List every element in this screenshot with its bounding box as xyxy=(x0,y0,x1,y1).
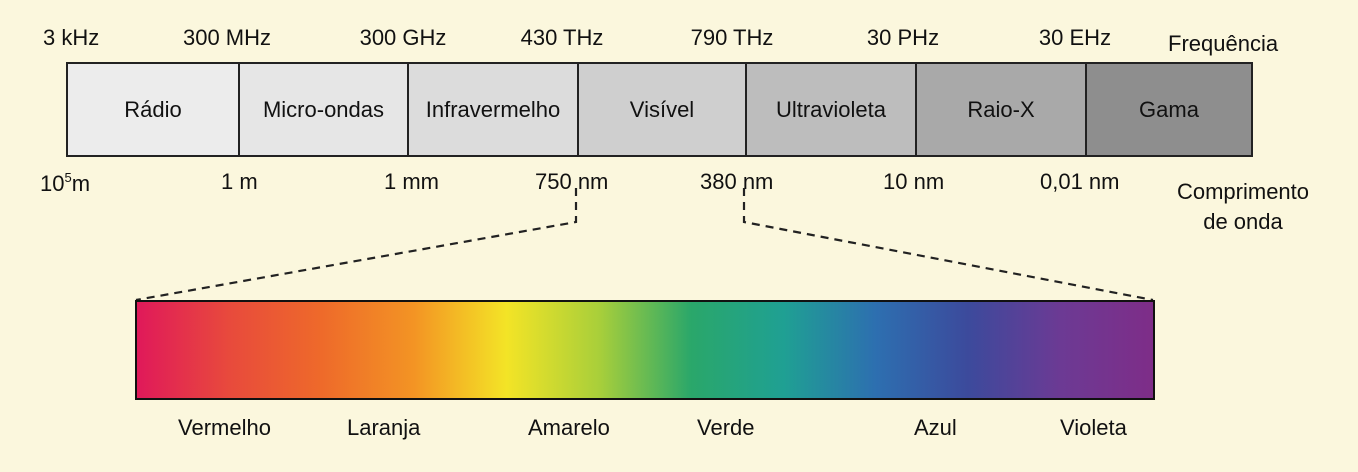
wavelength-label-001nm: 0,01 nm xyxy=(1040,169,1120,194)
wavelength-axis-title: Comprimento de onda xyxy=(1177,177,1309,237)
spectrum-label-red: Vermelho xyxy=(178,415,271,440)
band-label: Micro-ondas xyxy=(262,96,385,122)
spectrum-label-green: Verde xyxy=(697,415,755,440)
frequency-axis-title: Frequência xyxy=(1168,31,1279,56)
electromagnetic-band-row: Rádio Micro-ondas Infravermelho Visível … xyxy=(66,62,1253,157)
wavelength-exponent: 5 xyxy=(64,170,72,185)
connector-left-dashed-line xyxy=(135,188,578,302)
band-gamma: Gama xyxy=(1085,64,1251,155)
spectrum-label-orange: Laranja xyxy=(347,415,421,440)
frequency-label-30ehz: 30 EHz xyxy=(1038,25,1112,50)
wavelength-label-380nm: 380 nm xyxy=(700,169,774,194)
connector-right-dashed-line xyxy=(742,188,1154,302)
spectrum-label-yellow: Amarelo xyxy=(528,415,610,440)
band-label: Visível xyxy=(629,96,695,122)
band-xray: Raio-X xyxy=(915,64,1085,155)
wavelength-label-1m: 1 m xyxy=(221,169,258,194)
frequency-label-790thz: 790 THz xyxy=(690,25,774,50)
wavelength-unit: m xyxy=(71,171,91,196)
wavelength-label-1mm: 1 mm xyxy=(384,169,439,194)
frequency-label-430thz: 430 THz xyxy=(520,25,604,50)
band-label: Gama xyxy=(1139,96,1199,122)
wavelength-title-line1: Comprimento xyxy=(1176,179,1310,204)
band-label: Raio-X xyxy=(967,96,1035,122)
frequency-label-300mhz: 300 MHz xyxy=(182,25,272,50)
wavelength-label-10e5m: 105m xyxy=(40,171,90,195)
band-visible: Visível xyxy=(577,64,745,155)
frequency-label-3khz: 3 kHz xyxy=(43,25,100,50)
spectrum-label-violet: Violeta xyxy=(1060,415,1127,440)
wavelength-label-10nm: 10 nm xyxy=(883,169,945,194)
band-label: Rádio xyxy=(124,96,182,122)
spectrum-label-blue: Azul xyxy=(914,415,957,440)
band-infrared: Infravermelho xyxy=(407,64,577,155)
wavelength-label-750nm: 750 nm xyxy=(535,169,609,194)
band-ultraviolet: Ultravioleta xyxy=(745,64,915,155)
wavelength-base: 10 xyxy=(40,171,65,196)
frequency-label-300ghz: 300 GHz xyxy=(359,25,447,50)
band-microwave: Micro-ondas xyxy=(238,64,407,155)
frequency-label-30phz: 30 PHz xyxy=(866,25,940,50)
visible-spectrum-gradient xyxy=(135,300,1155,400)
band-radio: Rádio xyxy=(68,64,238,155)
band-label: Ultravioleta xyxy=(775,96,887,122)
wavelength-title-line2: de onda xyxy=(1203,209,1283,234)
band-label: Infravermelho xyxy=(425,96,561,122)
